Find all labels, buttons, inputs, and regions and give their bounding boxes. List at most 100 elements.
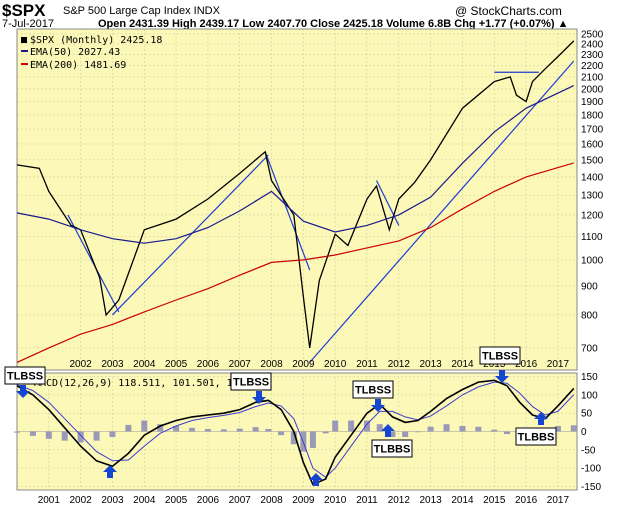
macd-histogram-bar [14, 431, 20, 433]
macd-histogram-bar [554, 426, 561, 432]
macd-xtick-label: 2007 [229, 495, 252, 506]
price-ytick-label: 2000 [581, 84, 604, 95]
price-series-line [16, 40, 575, 348]
macd-xtick-label: 2006 [197, 495, 220, 506]
macd-xtick-label: 2008 [260, 495, 283, 506]
price-ytick-label: 2500 [581, 29, 604, 40]
annotation-label: TLBSS [7, 371, 43, 383]
price-ytick-label: 1200 [581, 210, 604, 221]
macd-histogram-bar [504, 431, 510, 435]
price-xtick-label: 2009 [292, 359, 315, 370]
price-panel-background [16, 28, 578, 371]
macd-xtick-label: 2005 [165, 495, 188, 506]
price-xtick-label: 2010 [324, 359, 347, 370]
ohlc-summary: Open 2431.39 High 2439.17 Low 2407.70 Cl… [98, 18, 569, 30]
price-ytick-label: 2200 [581, 61, 604, 72]
price-xtick-label: 2016 [515, 359, 538, 370]
price-xtick-label: 2008 [260, 359, 283, 370]
price-ytick-label: 2300 [581, 50, 604, 61]
macd-histogram-bar [236, 428, 243, 432]
annotation-box [479, 346, 521, 365]
macd-histogram-bar [125, 424, 132, 432]
macd-ytick-label: 0 [581, 427, 587, 438]
arrow-up-icon [309, 473, 323, 486]
macd-histogram-bar [348, 420, 355, 432]
macd-ytick-label: 150 [581, 372, 598, 383]
price-ytick-label: 1500 [581, 155, 604, 166]
macd-xtick-label: 2009 [292, 495, 315, 506]
ema50-series-line [16, 85, 575, 244]
arrow-down-icon [371, 399, 385, 412]
macd-xtick-label: 2017 [547, 495, 570, 506]
price-ytick-label: 1800 [581, 110, 604, 121]
chart-symbol: $SPX [2, 1, 46, 20]
price-ytick-label: 1900 [581, 97, 604, 108]
annotation-box [352, 380, 394, 399]
macd-ytick-label: 100 [581, 390, 598, 401]
price-ytick-label: 800 [581, 310, 598, 321]
security-name: S&P 500 Large Cap Index INDX [63, 5, 220, 17]
price-xtick-label: 2005 [165, 359, 188, 370]
price-xtick-label: 2013 [420, 359, 443, 370]
macd-ytick-label: -100 [581, 464, 601, 475]
trendline [309, 60, 575, 363]
brand-watermark: @ StockCharts.com [455, 4, 562, 18]
price-ytick-label: 1400 [581, 172, 604, 183]
macd-histogram-bar [109, 431, 116, 437]
macd-ytick-label: -150 [581, 482, 601, 493]
legend-ema200: EMA(200) 1481.69 [30, 60, 126, 71]
price-ytick-label: 1100 [581, 232, 603, 243]
macd-histogram-bar [61, 431, 68, 441]
macd-histogram-bar [491, 429, 498, 432]
macd-histogram-bar [29, 431, 36, 436]
arrow-up-icon [103, 465, 117, 478]
ema200-series-line [16, 162, 574, 363]
quote-date: 7-Jul-2017 [2, 18, 54, 30]
macd-histogram-bar [364, 420, 370, 432]
arrow-down-icon [16, 385, 30, 398]
price-ytick-label: 1000 [581, 255, 604, 266]
macd-ytick-label: -50 [581, 445, 596, 456]
macd-histogram-bar [189, 427, 195, 432]
macd-histogram-bar [322, 431, 329, 434]
macd-histogram-bar [376, 424, 383, 432]
arrow-up-icon [381, 424, 395, 437]
macd-histogram-bar [141, 420, 148, 432]
annotation-label: TLBSS [482, 351, 518, 363]
price-xtick-label: 2012 [388, 359, 411, 370]
annotation-label: TLBSS [233, 377, 269, 389]
trendline [264, 151, 311, 271]
macd-xtick-label: 2001 [38, 495, 61, 506]
macd-histogram-bar [220, 429, 227, 432]
annotation-label: TLBBS [518, 432, 555, 444]
macd-ytick-label: 50 [581, 409, 593, 420]
macd-xtick-label: 2003 [101, 495, 124, 506]
price-ytick-label: 1300 [581, 191, 604, 202]
macd-xtick-label: 2014 [451, 495, 474, 506]
macd-histogram-bar [252, 427, 259, 432]
annotation-box [4, 366, 46, 385]
macd-histogram-bar [204, 428, 211, 432]
annotation-box [371, 439, 413, 458]
macd-legend: MACD(12,26,9) 118.511, 101.501, 17.010 [34, 378, 263, 389]
price-xtick-label: 2007 [229, 359, 252, 370]
price-xtick-label: 2006 [197, 359, 220, 370]
macd-histogram-bar [290, 431, 297, 445]
annotation-box [515, 427, 557, 446]
macd-xtick-label: 2012 [388, 495, 411, 506]
price-ytick-label: 1700 [581, 125, 604, 136]
macd-series-line [16, 379, 575, 486]
arrow-down-icon [495, 370, 509, 383]
legend-price: $SPX (Monthly) 2425.18 [30, 35, 162, 46]
annotation-label: TLBSS [355, 385, 391, 397]
price-xtick-label: 2011 [356, 359, 378, 370]
macd-xtick-label: 2016 [515, 495, 538, 506]
macd-histogram-bar [77, 431, 84, 443]
macd-xtick-label: 2015 [483, 495, 506, 506]
macd-histogram-bar [45, 431, 52, 439]
price-ytick-label: 2100 [581, 72, 604, 83]
arrow-up-icon [534, 412, 548, 425]
macd-histogram-bar [459, 426, 466, 432]
annotation-box [230, 372, 272, 391]
